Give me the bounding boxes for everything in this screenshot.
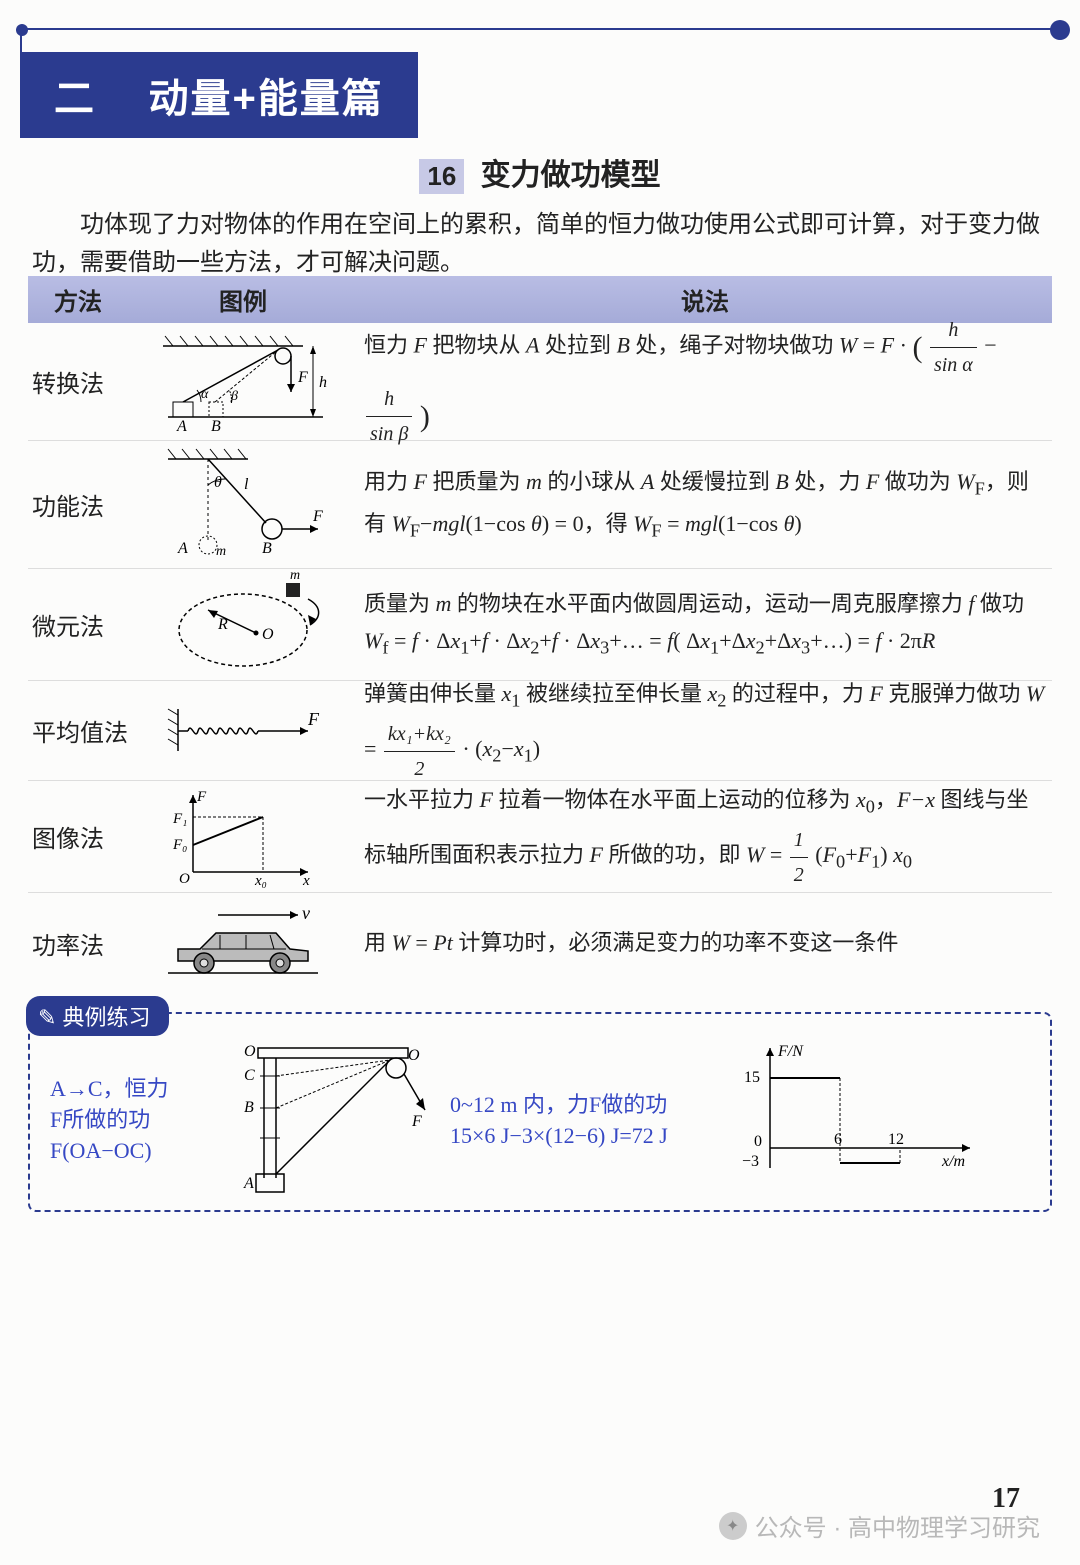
table-row: 平均值法 F 弹簧由伸长量 x1 被继续拉至伸长量 x2 的过程中，力 F 克服…	[28, 681, 1052, 781]
svg-text:x/m: x/m	[941, 1153, 965, 1170]
svg-text:m: m	[216, 544, 226, 559]
example-tag: ✎ 典例练习	[26, 996, 169, 1036]
svg-text:B: B	[211, 418, 221, 435]
svg-text:6: 6	[834, 1131, 842, 1148]
frame-dot-right	[1050, 20, 1070, 40]
method-name: 微元法	[28, 607, 128, 642]
diagram-graph: F F₁ F₀ O x₀ x	[128, 787, 358, 887]
svg-text:A: A	[177, 540, 188, 557]
table-row: 转换法 F α β h A	[28, 323, 1052, 441]
intro-text: 功体现了力对物体的作用在空间上的累积，简单的恒力做功使用公式即可计算，对于变力做…	[32, 206, 1048, 283]
desc: 用 W = Pt 计算功时，必须满足变力的功率不变这一条件	[358, 920, 1052, 965]
svg-text:C: C	[244, 1067, 255, 1084]
diagram-circle: R O m	[128, 575, 358, 675]
chapter-banner: 二 动量+能量篇	[20, 52, 418, 138]
svg-text:A: A	[176, 418, 187, 435]
svg-text:x: x	[302, 873, 310, 889]
svg-text:B: B	[262, 540, 272, 557]
example-content: A→C，恒力 F所做的功 F(OA−OC) F O C B A	[30, 1014, 1050, 1213]
svg-text:F/N: F/N	[777, 1043, 804, 1060]
example-box: ✎ 典例练习 A→C，恒力 F所做的功 F(OA−OC) F O C	[28, 1012, 1052, 1212]
svg-text:F₁: F₁	[172, 811, 187, 827]
svg-text:θ: θ	[214, 474, 222, 491]
method-name: 功率法	[28, 926, 128, 961]
svg-text:A: A	[243, 1175, 254, 1192]
example-graph: F/N 15 0 −3 6 12 x/m	[730, 1038, 990, 1203]
frame-dot-left	[16, 24, 28, 36]
wechat-icon: ✦	[719, 1512, 747, 1540]
svg-text:−3: −3	[742, 1153, 759, 1170]
table-row: 功率法 v 用 W = Pt 计算功时，必须满足变力的功率不变这一条件	[28, 893, 1052, 993]
section-title: 16 变力做功模型	[0, 150, 1080, 194]
svg-text:F: F	[307, 709, 320, 729]
note-right: 0~12 m 内，力F做的功 15×6 J−3×(12−6) J=72 J	[450, 1090, 710, 1152]
diagram-pendulum: F θ l A m B	[128, 445, 358, 565]
example-diagram-crane: F O C B A O	[230, 1038, 430, 1203]
chapter-title: 动量+能量篇	[148, 77, 383, 121]
svg-text:F: F	[196, 789, 207, 805]
table-row: 图像法 F F₁ F₀ O x₀ x 一水平拉力 F 拉着一物体在水平面上运动的…	[28, 781, 1052, 893]
desc: 恒力 F 把物块从 A 处拉到 B 处，绳子对物块做功 W = F · ( hs…	[358, 309, 1052, 455]
header-method: 方法	[28, 276, 128, 323]
svg-text:0: 0	[754, 1133, 762, 1150]
header-diagram: 图例	[128, 276, 358, 323]
svg-text:O: O	[244, 1043, 256, 1060]
method-name: 平均值法	[28, 713, 128, 748]
svg-text:R: R	[217, 616, 228, 633]
desc: 质量为 m 的物块在水平面内做圆周运动，运动一周克服摩擦力 f 做功 Wf = …	[358, 581, 1052, 668]
table-row: 功能法 F θ l A m B 用力 F 把质量为 m 的小球从 A 处缓慢拉到…	[28, 441, 1052, 569]
svg-text:B: B	[244, 1099, 254, 1116]
svg-text:x₀: x₀	[254, 873, 267, 889]
desc: 用力 F 把质量为 m 的小球从 A 处缓慢拉到 B 处，力 F 做功为 WF，…	[358, 459, 1052, 550]
svg-text:F: F	[297, 369, 308, 386]
svg-text:O: O	[262, 626, 274, 643]
desc: 一水平拉力 F 拉着一物体在水平面上运动的位移为 x0，F−x 图线与坐标轴所围…	[358, 777, 1052, 896]
svg-text:α: α	[201, 387, 209, 402]
svg-text:F: F	[312, 508, 323, 525]
desc: 弹簧由伸长量 x1 被继续拉至伸长量 x2 的过程中，力 F 克服弹力做功 W …	[358, 671, 1052, 790]
section-name: 变力做功模型	[481, 159, 661, 192]
diagram-spring: F	[128, 701, 358, 761]
svg-text:15: 15	[744, 1069, 760, 1086]
svg-text:l: l	[244, 476, 249, 493]
diagram-car: v	[128, 903, 358, 983]
svg-text:O: O	[179, 871, 190, 887]
svg-text:12: 12	[888, 1131, 904, 1148]
method-name: 图像法	[28, 819, 128, 854]
svg-text:h: h	[319, 374, 327, 391]
svg-text:F₀: F₀	[172, 837, 187, 853]
method-name: 转换法	[28, 364, 128, 399]
table-row: 微元法 R O m 质量为 m 的物块在水平面内做圆周运动，运动一周克服摩擦力 …	[28, 569, 1052, 681]
watermark: ✦ 公众号 · 高中物理学习研究	[719, 1508, 1040, 1543]
methods-table: 方法 图例 说法 转换法 F α β	[28, 276, 1052, 993]
svg-text:F: F	[411, 1113, 422, 1130]
svg-text:β: β	[230, 389, 238, 404]
method-name: 功能法	[28, 487, 128, 522]
svg-text:v: v	[302, 903, 310, 923]
svg-text:m: m	[290, 568, 300, 583]
svg-text:O: O	[408, 1047, 420, 1064]
section-number: 16	[419, 159, 464, 194]
diagram-pulley: F α β h A B	[128, 332, 358, 432]
chapter-number: 二	[54, 77, 96, 121]
note-left: A→C，恒力 F所做的功 F(OA−OC)	[50, 1074, 210, 1166]
watermark-text: 公众号 · 高中物理学习研究	[755, 1508, 1040, 1543]
